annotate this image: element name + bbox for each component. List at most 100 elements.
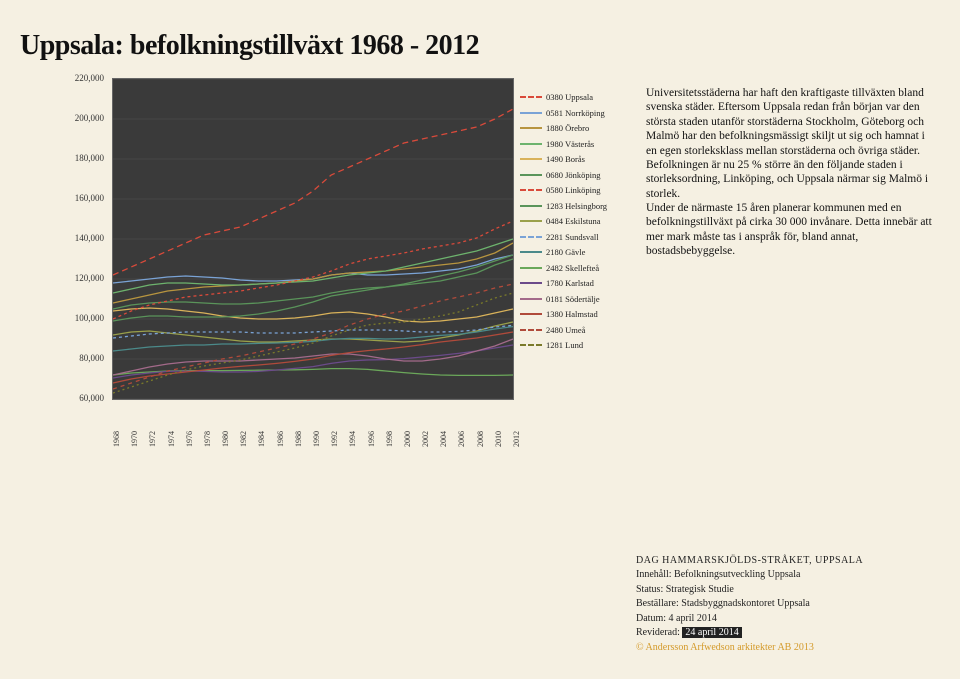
legend-label: 0181 Södertälje	[546, 294, 600, 304]
legend-item: 0181 Södertälje	[520, 294, 630, 304]
legend-item: 1281 Lund	[520, 340, 630, 350]
footer-block: DAG HAMMARSKJÖLDS-STRÅKET, UPPSALA Inneh…	[636, 554, 936, 656]
series-line	[113, 369, 513, 376]
legend-item: 1283 Helsingborg	[520, 201, 630, 211]
footer-status: Status: Strategisk Studie	[636, 583, 936, 598]
xtick-label: 2008	[476, 431, 485, 447]
legend-label: 0380 Uppsala	[546, 92, 593, 102]
series-line	[113, 109, 513, 275]
legend-label: 0484 Eskilstuna	[546, 216, 601, 226]
legend-item: 1780 Karlstad	[520, 278, 630, 288]
footer-date: Datum: 4 april 2014	[636, 612, 936, 627]
legend-swatch	[520, 127, 542, 129]
xtick-label: 1978	[203, 431, 212, 447]
legend-label: 2180 Gävle	[546, 247, 585, 257]
footer-project: DAG HAMMARSKJÖLDS-STRÅKET, UPPSALA	[636, 554, 936, 569]
ytick-label: 60,000	[64, 393, 104, 403]
legend: 0380 Uppsala 0581 Norrköping 1880 Örebro 19…	[520, 92, 630, 356]
xtick-label: 1990	[312, 431, 321, 447]
legend-label: 2480 Umeå	[546, 325, 585, 335]
legend-label: 1780 Karlstad	[546, 278, 594, 288]
population-chart: 60,00080,000100,000120,000140,000160,000…	[68, 78, 512, 430]
ytick-label: 160,000	[64, 193, 104, 203]
legend-swatch	[520, 158, 542, 160]
xtick-label: 1986	[276, 431, 285, 447]
xtick-label: 1988	[294, 431, 303, 447]
legend-swatch	[520, 236, 542, 238]
chart-svg	[113, 79, 513, 399]
plot-area	[112, 78, 514, 400]
ytick-label: 120,000	[64, 273, 104, 283]
legend-item: 2180 Gävle	[520, 247, 630, 257]
legend-swatch	[520, 251, 542, 253]
xtick-label: 1976	[185, 431, 194, 447]
legend-label: 0581 Norrköping	[546, 108, 605, 118]
legend-item: 1980 Västerås	[520, 139, 630, 149]
footer-client: Beställare: Stadsbyggnadskontoret Uppsal…	[636, 597, 936, 612]
legend-item: 0581 Norrköping	[520, 108, 630, 118]
legend-swatch	[520, 267, 542, 269]
series-line	[113, 308, 513, 322]
legend-item: 1490 Borås	[520, 154, 630, 164]
xtick-label: 2010	[494, 431, 503, 447]
xtick-label: 1980	[221, 431, 230, 447]
legend-swatch	[520, 344, 542, 346]
ytick-label: 140,000	[64, 233, 104, 243]
legend-label: 1281 Lund	[546, 340, 583, 350]
legend-label: 1283 Helsingborg	[546, 201, 607, 211]
legend-label: 2281 Sundsvall	[546, 232, 599, 242]
xtick-label: 2000	[403, 431, 412, 447]
series-line	[113, 255, 513, 321]
legend-item: 0484 Eskilstuna	[520, 216, 630, 226]
legend-swatch	[520, 189, 542, 191]
xtick-label: 1996	[367, 431, 376, 447]
legend-swatch	[520, 282, 542, 284]
legend-item: 0580 Linköping	[520, 185, 630, 195]
footer-content: Innehåll: Befolkningsutveckling Uppsala	[636, 568, 936, 583]
legend-label: 1380 Halmstad	[546, 309, 598, 319]
legend-item: 0380 Uppsala	[520, 92, 630, 102]
legend-swatch	[520, 329, 542, 331]
legend-item: 2281 Sundsvall	[520, 232, 630, 242]
ytick-label: 80,000	[64, 353, 104, 363]
ytick-label: 200,000	[64, 113, 104, 123]
xtick-label: 1974	[167, 431, 176, 447]
legend-label: 2482 Skellefteå	[546, 263, 599, 273]
ytick-label: 220,000	[64, 73, 104, 83]
legend-swatch	[520, 298, 542, 300]
xtick-label: 1984	[257, 431, 266, 447]
xtick-label: 2012	[512, 431, 521, 447]
legend-swatch	[520, 174, 542, 176]
xtick-label: 2006	[457, 431, 466, 447]
xtick-label: 1970	[130, 431, 139, 447]
legend-label: 1490 Borås	[546, 154, 585, 164]
legend-item: 1880 Örebro	[520, 123, 630, 133]
ytick-label: 100,000	[64, 313, 104, 323]
xtick-label: 1998	[385, 431, 394, 447]
legend-item: 2482 Skellefteå	[520, 263, 630, 273]
series-line	[113, 293, 513, 393]
legend-swatch	[520, 143, 542, 145]
xtick-label: 1994	[348, 431, 357, 447]
y-axis-labels: 60,00080,000100,000120,000140,000160,000…	[68, 78, 108, 398]
legend-item: 1380 Halmstad	[520, 309, 630, 319]
page-title: Uppsala: befolkningstillväxt 1968 - 2012	[20, 30, 479, 62]
legend-label: 0580 Linköping	[546, 185, 601, 195]
legend-swatch	[520, 313, 542, 315]
body-text: Universitetsstäderna har haft den krafti…	[646, 86, 936, 259]
legend-swatch	[520, 112, 542, 114]
legend-swatch	[520, 205, 542, 207]
xtick-label: 2004	[439, 431, 448, 447]
x-axis-labels: 1968197019721974197619781980198219841986…	[112, 402, 512, 442]
xtick-label: 1992	[330, 431, 339, 447]
legend-item: 0680 Jönköping	[520, 170, 630, 180]
legend-item: 2480 Umeå	[520, 325, 630, 335]
legend-swatch	[520, 96, 542, 98]
ytick-label: 180,000	[64, 153, 104, 163]
xtick-label: 1972	[148, 431, 157, 447]
legend-label: 1880 Örebro	[546, 123, 589, 133]
footer-copyright: © Andersson Arfwedson arkitekter AB 2013	[636, 641, 936, 656]
body-p2: Under de närmaste 15 åren planerar kom­m…	[646, 201, 936, 259]
legend-label: 1980 Västerås	[546, 139, 594, 149]
legend-swatch	[520, 220, 542, 222]
